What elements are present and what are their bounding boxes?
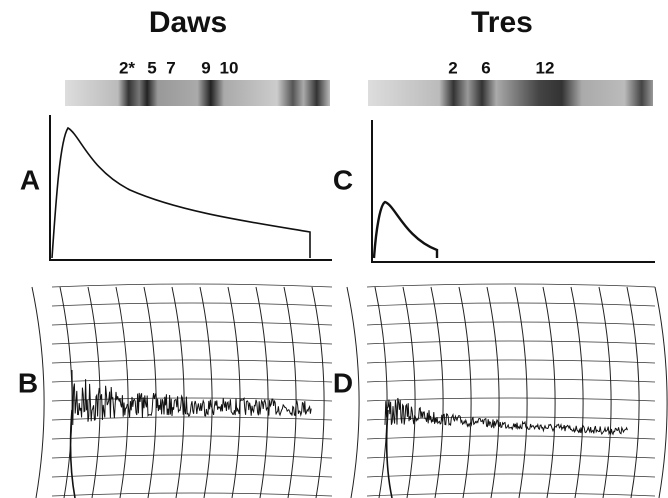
grid-line	[402, 286, 416, 498]
grid-line	[311, 286, 325, 498]
grid-line	[366, 397, 656, 402]
grid-line	[654, 286, 668, 498]
band-label: 9	[201, 58, 210, 77]
column-title: Daws	[149, 6, 227, 39]
grid-line	[59, 286, 73, 498]
gel-strip	[368, 80, 653, 106]
grid-line	[51, 378, 333, 383]
grid-line	[366, 302, 656, 307]
grid-line	[199, 286, 213, 498]
grid-line	[171, 286, 185, 498]
recorder-pen	[69, 409, 76, 498]
grid-line	[366, 321, 656, 326]
grid-line	[366, 492, 656, 497]
grid-line	[374, 286, 388, 498]
panel-label: C	[333, 164, 353, 195]
trace-curve	[372, 200, 439, 259]
content: Daws Tres A B C D 2* 5 7 9 10 2 6 12	[18, 6, 668, 498]
trace-curve	[51, 126, 311, 259]
grid-line	[366, 378, 656, 383]
grid-line	[366, 340, 656, 345]
grid-line	[626, 286, 640, 498]
grid-line	[283, 286, 297, 498]
grid-line	[31, 286, 45, 498]
grid-line	[255, 286, 269, 498]
grid-line	[51, 321, 333, 326]
grid-line	[598, 286, 612, 498]
grid-line	[346, 286, 360, 498]
grid-line	[366, 359, 656, 364]
grid-line	[366, 473, 656, 478]
band-label: 10	[220, 58, 239, 77]
grid-line	[51, 283, 333, 288]
grid-line	[542, 286, 556, 498]
band-label: 2*	[119, 58, 135, 77]
band-label: 6	[481, 58, 490, 77]
axis	[49, 115, 332, 261]
grid-line	[51, 454, 333, 459]
band-label: 7	[166, 58, 175, 77]
column-title: Tres	[471, 6, 533, 39]
grid-line	[51, 473, 333, 478]
grid-line	[51, 340, 333, 345]
axis	[371, 120, 655, 263]
recorder-pen	[385, 409, 393, 498]
grid-line	[143, 286, 157, 498]
grid-line	[51, 359, 333, 364]
grid-line	[514, 286, 528, 498]
panel-label: D	[333, 367, 353, 398]
grid-line	[51, 302, 333, 307]
band-label: 2	[448, 58, 457, 77]
grid-line	[115, 286, 129, 498]
grid-line	[51, 492, 333, 497]
band-label: 12	[536, 58, 555, 77]
grid-line	[51, 397, 333, 402]
noise-trace	[71, 369, 312, 426]
grid-line	[486, 286, 500, 498]
grid-line	[430, 286, 444, 498]
grid-line	[366, 454, 656, 459]
panel-label: B	[18, 367, 38, 398]
grid-line	[227, 286, 241, 498]
grid-line	[51, 435, 333, 440]
noise-trace	[384, 397, 628, 436]
gel-strip	[65, 80, 330, 106]
panel-label: A	[20, 164, 40, 195]
grid-line	[366, 283, 656, 288]
grid-line	[458, 286, 472, 498]
grid-line	[366, 435, 656, 440]
band-label: 5	[147, 58, 156, 77]
grid-line	[570, 286, 584, 498]
